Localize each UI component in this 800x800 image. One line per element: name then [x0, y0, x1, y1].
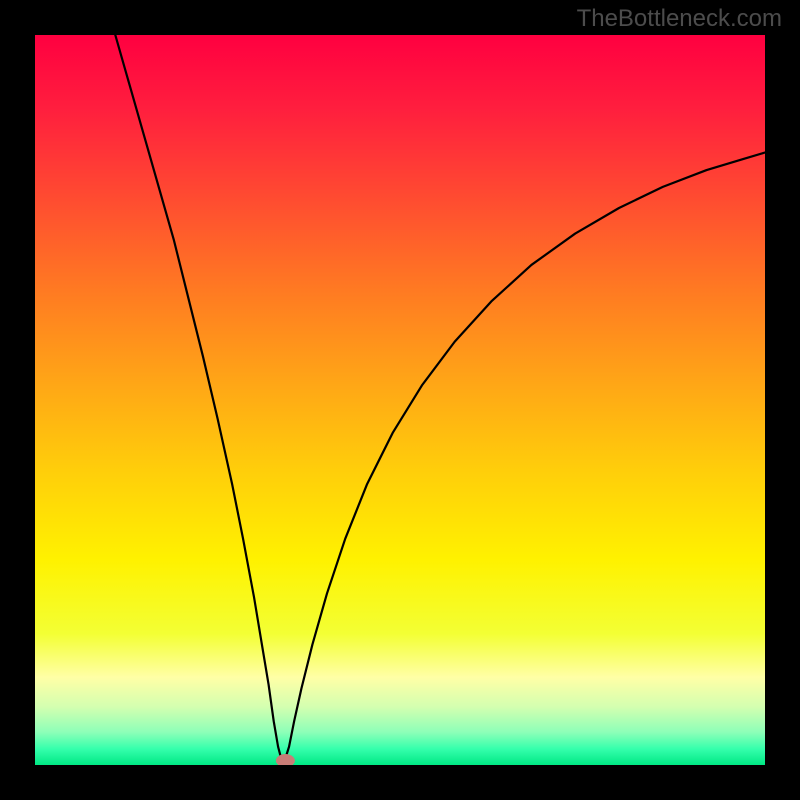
chart-stage: TheBottleneck.com	[0, 0, 800, 800]
watermark-text: TheBottleneck.com	[577, 5, 782, 33]
chart-svg	[35, 35, 765, 765]
plot-area	[35, 35, 765, 765]
gradient-background	[35, 35, 765, 765]
